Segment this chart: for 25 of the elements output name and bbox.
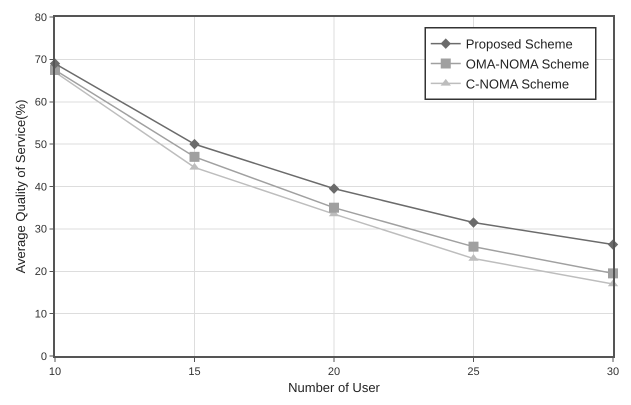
legend-label: C-NOMA Scheme <box>466 76 570 92</box>
y-tick-label: 60 <box>34 96 48 109</box>
x-tick-label: 30 <box>606 366 620 378</box>
point <box>329 202 339 213</box>
y-tick-label: 80 <box>34 12 48 24</box>
y-axis-title: Average Quality of Service(%) <box>13 100 28 274</box>
x-tick-label: 20 <box>328 366 340 378</box>
point <box>189 138 200 150</box>
point <box>468 217 479 228</box>
x-axis-title: Number of User <box>288 380 381 396</box>
x-tick-label: 15 <box>188 366 201 378</box>
y-tick-label: 40 <box>34 181 48 194</box>
y-tick-label: 50 <box>34 138 48 151</box>
x-tick-label: 25 <box>467 366 480 378</box>
y-tick-label: 0 <box>40 350 48 363</box>
legend-label: Proposed Scheme <box>466 36 573 52</box>
y-tick-label: 30 <box>34 224 48 236</box>
x-tick-label: 10 <box>48 366 62 378</box>
y-tick-label: 70 <box>34 54 48 66</box>
point <box>328 183 340 194</box>
point <box>468 242 478 252</box>
point <box>190 152 200 162</box>
legend-label: OMA-NOMA Scheme <box>466 56 590 72</box>
y-tick-label: 10 <box>34 308 48 320</box>
y-tick-label: 20 <box>34 266 48 278</box>
